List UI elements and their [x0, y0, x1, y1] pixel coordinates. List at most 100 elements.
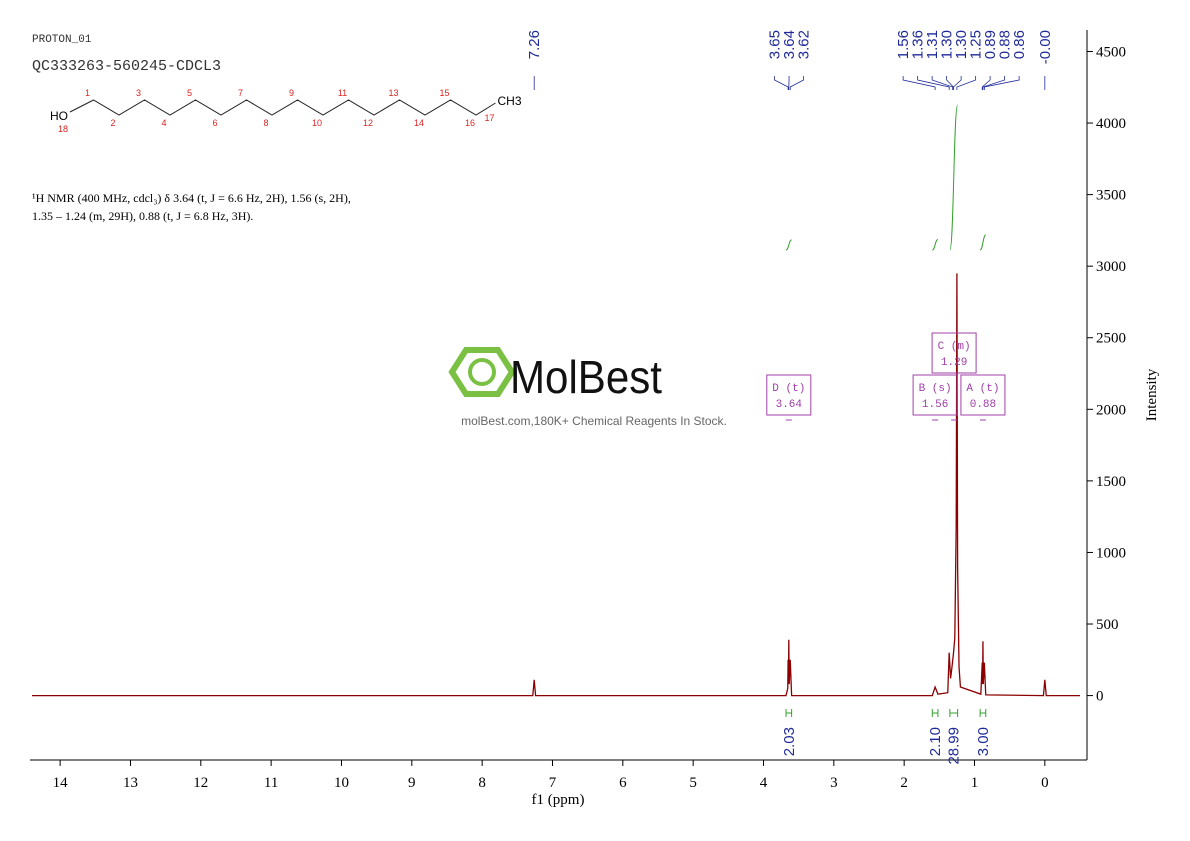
- y-tick-label: 2000: [1096, 402, 1126, 418]
- x-tick-label: 12: [193, 775, 208, 791]
- y-tick-label: 3500: [1096, 188, 1126, 204]
- logo-hexagon: [448, 347, 516, 397]
- x-tick-label: 4: [760, 775, 768, 791]
- x-tick-label: 1: [971, 775, 979, 791]
- peak-label: 1.30: [939, 30, 956, 59]
- x-axis-label: f1 (ppm): [532, 792, 585, 808]
- integral-label: 2.10: [927, 727, 944, 756]
- multiplet-shift: 0.88: [970, 399, 996, 411]
- x-tick-label: 2: [900, 775, 908, 791]
- x-tick-label: 8: [478, 775, 486, 791]
- integral-label: 2.03: [781, 727, 798, 756]
- x-tick-label: 0: [1041, 775, 1049, 791]
- multiplet-name: A (t): [966, 383, 999, 395]
- multiplet-box: [931, 332, 977, 374]
- atom-number: 4: [161, 118, 166, 128]
- atom-number: 7: [238, 88, 243, 98]
- atom-number: 18: [58, 124, 68, 134]
- peak-label: 1.25: [968, 30, 985, 59]
- logo-ring: [468, 358, 496, 386]
- peak-connector: [902, 76, 936, 90]
- atom-number: 6: [212, 118, 217, 128]
- peak-label: 1.30: [953, 30, 970, 59]
- spectrum-line: [32, 273, 1080, 697]
- integral-curve: [949, 104, 959, 251]
- description-line: ¹H NMR (400 MHz, cdcl₃) δ 3.64 (t, J = 6…: [32, 191, 351, 205]
- atom-number: 10: [312, 118, 322, 128]
- title: PROTON_01: [32, 34, 92, 46]
- description-line: 1.35 – 1.24 (m, 29H), 0.88 (t, J = 6.8 H…: [32, 209, 253, 223]
- multiplet-name: D (t): [772, 383, 805, 395]
- peak-connector: [774, 76, 789, 90]
- multiplet-box: [766, 374, 812, 416]
- y-tick-label: 1500: [1096, 474, 1126, 490]
- x-tick-label: 3: [830, 775, 838, 791]
- peak-label: 0.89: [982, 30, 999, 59]
- peak-label: -0.00: [1037, 30, 1054, 64]
- x-tick-label: 5: [689, 775, 697, 791]
- multiplet-box: [960, 374, 1006, 416]
- structure-bonds: [69, 99, 496, 116]
- atom-number: 2: [110, 118, 115, 128]
- peak-connector: [789, 76, 804, 90]
- peak-connector: [952, 76, 962, 90]
- y-tick-label: 2500: [1096, 331, 1126, 347]
- atom-number: 5: [187, 88, 192, 98]
- peak-label: 1.31: [924, 30, 941, 59]
- x-tick-label: 7: [549, 775, 557, 791]
- peak-connector: [983, 76, 1020, 90]
- atom-number: 1: [85, 88, 90, 98]
- atom-number: 17: [484, 113, 494, 123]
- peak-label: 0.88: [997, 30, 1014, 59]
- atom-number: 15: [439, 88, 449, 98]
- peak-label: 7.26: [526, 30, 543, 59]
- atom-number: 14: [414, 118, 424, 128]
- peak-label: 3.65: [767, 30, 784, 59]
- y-tick-label: 500: [1096, 617, 1119, 633]
- x-tick-label: 6: [619, 775, 627, 791]
- x-tick-label: 14: [53, 775, 69, 791]
- multiplet-shift: 1.29: [941, 357, 967, 369]
- structure-methyl: CH3: [498, 94, 522, 108]
- peak-label: 3.64: [781, 30, 798, 59]
- atom-number: 16: [465, 118, 475, 128]
- integral-curve: [979, 234, 987, 251]
- multiplet-name: C (m): [938, 341, 971, 353]
- x-tick-label: 13: [123, 775, 138, 791]
- multiplet-box: [912, 374, 958, 416]
- y-tick-label: 0: [1096, 689, 1104, 705]
- x-tick-label: 10: [334, 775, 349, 791]
- y-tick-label: 4000: [1096, 116, 1126, 132]
- y-tick-label: 4500: [1096, 44, 1126, 60]
- x-tick-label: 9: [408, 775, 416, 791]
- y-tick-label: 3000: [1096, 259, 1126, 275]
- peak-connector: [956, 76, 977, 90]
- peak-connector: [981, 76, 991, 90]
- multiplet-shift: 3.64: [776, 399, 803, 411]
- logo: MolBest molBest.com,180K+ Chemical Reage…: [448, 347, 727, 428]
- atom-number: 11: [338, 88, 347, 98]
- peak-label: 1.56: [895, 30, 912, 59]
- integral-label: 28.99: [946, 727, 963, 765]
- structure-hydroxyl: HO: [50, 109, 68, 123]
- y-axis-label: Intensity: [1144, 368, 1160, 421]
- atom-number: 12: [363, 118, 373, 128]
- x-tick-label: 11: [264, 775, 278, 791]
- logo-text: MolBest: [510, 351, 662, 403]
- peak-label: 0.86: [1011, 30, 1028, 59]
- multiplet-shift: 1.56: [922, 399, 948, 411]
- peak-connector: [931, 76, 954, 90]
- multiplet-name: B (s): [919, 383, 952, 395]
- atom-number: 13: [388, 88, 398, 98]
- peak-label: 3.62: [796, 30, 813, 59]
- integral-curve: [932, 239, 939, 251]
- subtitle: QC333263-560245-CDCL3: [32, 58, 221, 75]
- peak-label: 1.36: [910, 30, 927, 59]
- y-tick-label: 1000: [1096, 545, 1126, 561]
- integral-label: 3.00: [975, 727, 992, 756]
- atom-number: 3: [136, 88, 141, 98]
- peak-connector: [982, 76, 1006, 90]
